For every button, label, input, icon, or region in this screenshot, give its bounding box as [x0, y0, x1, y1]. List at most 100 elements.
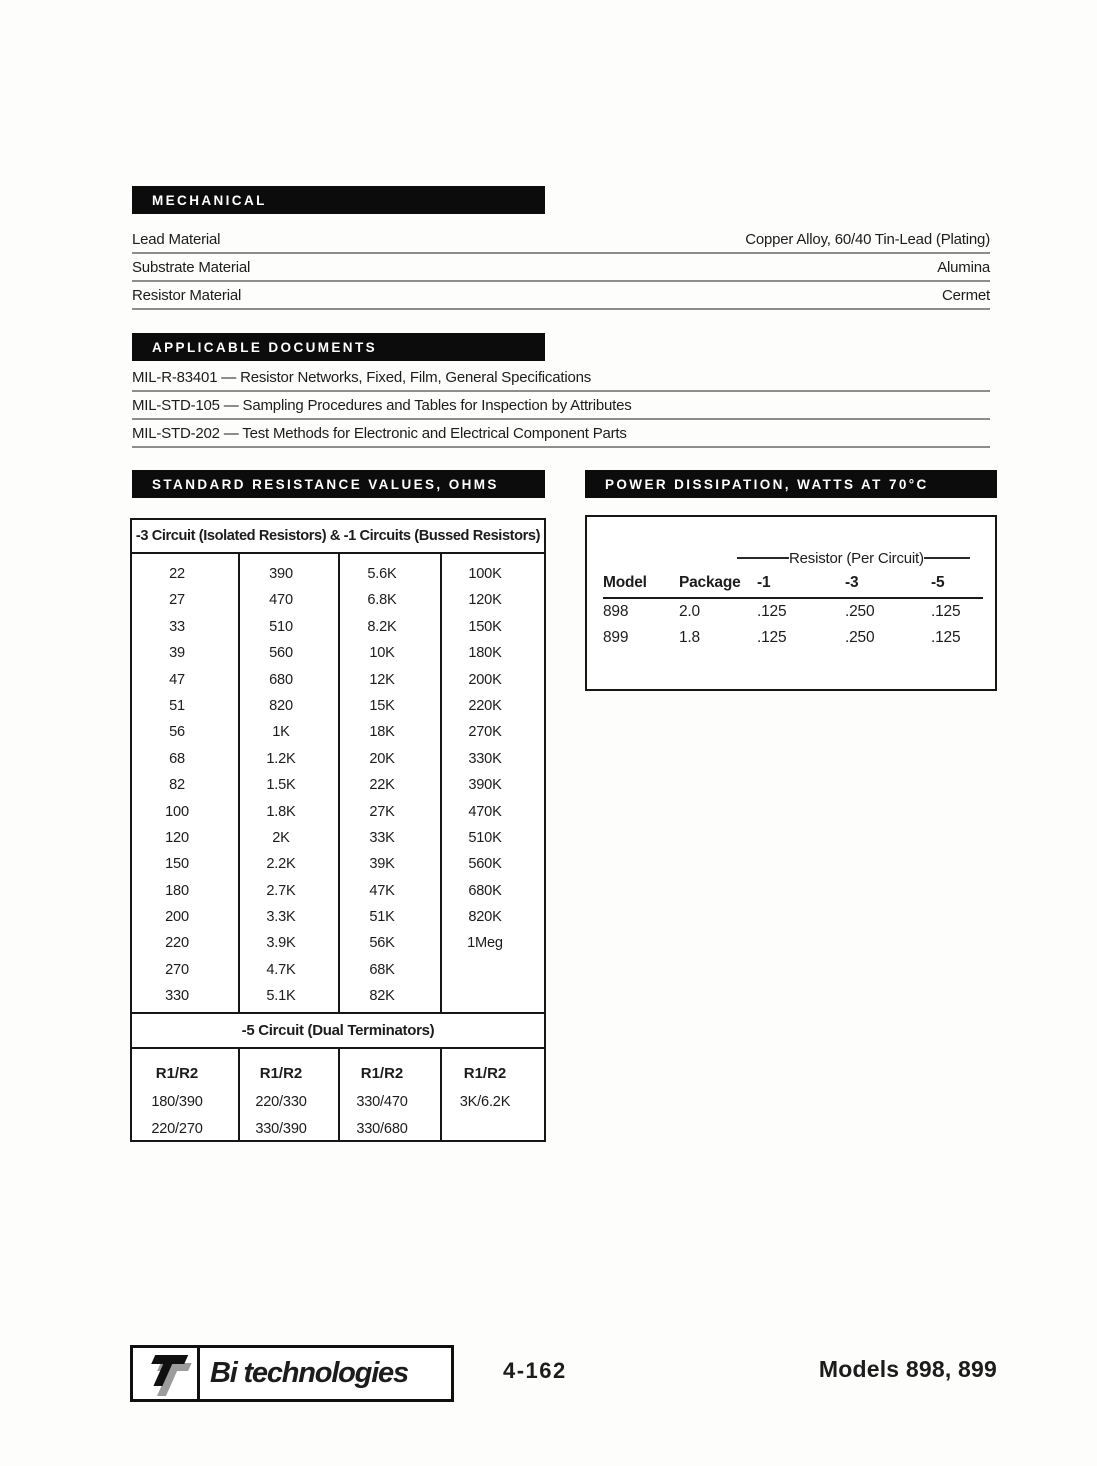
dual-terminator-column-3: R1/R2 330/470 330/680	[340, 1049, 442, 1142]
resistance-value: 5.6K	[367, 566, 397, 582]
resistance-value: 100	[165, 803, 189, 820]
resistance-value: 270	[165, 961, 189, 978]
spec-value: Alumina	[937, 258, 990, 276]
resistance-value: 820K	[468, 909, 502, 926]
resistance-column-4: 100K 120K 150K 180K 200K 220K 270K 330K 390K 470K…	[442, 554, 544, 1012]
spec-row-resistor-material: Resistor Material Cermet	[132, 282, 990, 310]
applicable-documents-list: MIL-R-83401 — Resistor Networks, Fixed, …	[132, 364, 990, 448]
resistance-value: 1.5K	[266, 777, 296, 794]
power-table-header-row: Model Package -1 -3 -5	[603, 569, 983, 599]
dual-terminator-value: 330/470	[356, 1094, 408, 1110]
document-row: MIL-STD-202 — Test Methods for Electroni…	[132, 420, 990, 448]
resistance-value: 82	[169, 777, 185, 794]
resistance-column-3: 5.6K 6.8K 8.2K 10K 12K 15K 18K 20K 22K 27K 33K 39K 4…	[340, 554, 442, 1012]
resistance-value: 47	[169, 671, 185, 688]
resistance-value: 220K	[468, 697, 502, 714]
resistance-value: 680	[269, 671, 293, 688]
watts-cell: .125	[931, 629, 961, 646]
resistance-value: 68	[169, 750, 185, 767]
resistance-value: 6.8K	[367, 592, 397, 609]
resistance-value: 470	[269, 592, 293, 609]
mechanical-section-header: MECHANICAL	[132, 186, 545, 214]
resistance-value: 120	[165, 829, 189, 846]
resistance-value: 3.3K	[266, 909, 296, 926]
spec-label: Resistor Material	[132, 286, 242, 304]
dual-terminator-column-4: R1/R2 3K/6.2K	[442, 1049, 544, 1142]
spec-label: Substrate Material	[132, 258, 251, 276]
col-header-model: Model	[603, 574, 647, 591]
model-cell: 898	[603, 603, 629, 620]
resistance-value: 470K	[468, 803, 502, 820]
bi-technologies-logo: Bi technologies	[130, 1345, 454, 1402]
spec-value: Cermet	[942, 286, 990, 304]
resistance-value: 3.9K	[266, 935, 296, 952]
dual-terminator-column-1: R1/R2 180/390 220/270	[132, 1049, 240, 1142]
spec-row-lead-material: Lead Material Copper Alloy, 60/40 Tin-Le…	[132, 226, 990, 254]
power-dissipation-table: Resistor (Per Circuit) Model Package -1 …	[585, 515, 997, 691]
resistance-value: 4.7K	[266, 961, 296, 978]
resistance-value: 560K	[468, 856, 502, 873]
dual-terminator-value: 3K/6.2K	[459, 1094, 511, 1110]
watts-cell: .125	[757, 603, 787, 620]
model-cell: 899	[603, 629, 629, 646]
col-header-1: -1	[757, 574, 771, 591]
resistance-value	[442, 983, 544, 1009]
resistance-value: 180	[165, 882, 189, 899]
resistance-value: 18K	[369, 724, 395, 741]
resistance-value-grid: 22 27 33 39 47 51 56 68 82 100 120 150 180 200 220 270 3…	[132, 554, 544, 1012]
col-header-package: Package	[679, 574, 741, 591]
spec-value: Copper Alloy, 60/40 Tin-Lead (Plating)	[745, 230, 990, 248]
dual-terminator-value: 220/270	[151, 1120, 203, 1137]
col-header-5: -5	[931, 574, 945, 591]
resistance-value: 390	[269, 566, 293, 582]
mechanical-spec-list: Lead Material Copper Alloy, 60/40 Tin-Le…	[132, 226, 990, 310]
resistance-value: 150K	[468, 618, 502, 635]
resistance-value: 20K	[369, 750, 395, 767]
package-cell: 1.8	[679, 629, 700, 646]
power-table-row-898: 898 2.0 .125 .250 .125	[603, 599, 983, 625]
logo-wordmark: Bi technologies	[210, 1357, 409, 1389]
tt-monogram-icon	[133, 1348, 200, 1399]
dual-terminator-value	[442, 1116, 544, 1143]
resistance-value: 27K	[369, 803, 395, 820]
resistance-value: 8.2K	[367, 618, 397, 635]
resistance-value: 560	[269, 645, 293, 662]
resistance-value: 27	[169, 592, 185, 609]
resistance-value: 680K	[468, 882, 502, 899]
power-table-row-899: 899 1.8 .125 .250 .125	[603, 625, 983, 651]
resistance-value: 51	[169, 697, 185, 714]
dual-terminator-column-2: R1/R2 220/330 330/390	[240, 1049, 340, 1142]
resistance-value: 150	[165, 856, 189, 873]
resistance-value: 39K	[369, 856, 395, 873]
power-dissipation-section-header: POWER DISSIPATION, WATTS AT 70°C	[585, 470, 997, 498]
resistance-value: 51K	[369, 909, 395, 926]
dual-terminator-column-header: R1/R2	[259, 1065, 303, 1082]
resistance-value: 200K	[468, 671, 502, 688]
applicable-documents-section-header: APPLICABLE DOCUMENTS	[132, 333, 545, 361]
resistance-value: 33K	[369, 829, 395, 846]
dash-rule	[923, 557, 970, 559]
resistance-value: 82K	[369, 988, 395, 1005]
spec-row-substrate-material: Substrate Material Alumina	[132, 254, 990, 282]
group-header-label: Resistor (Per Circuit)	[789, 549, 924, 567]
resistance-value: 5.1K	[266, 988, 296, 1005]
dual-terminator-header: -5 Circuit (Dual Terminators)	[132, 1012, 544, 1049]
resistance-value: 10K	[369, 645, 395, 662]
resistance-value: 12K	[369, 671, 395, 688]
resistance-value: 2K	[272, 829, 290, 846]
resistance-value: 2.2K	[266, 856, 296, 873]
resistance-value: 330	[165, 988, 189, 1005]
resistor-per-circuit-group-header: Resistor (Per Circuit)	[737, 547, 983, 569]
models-label: Models 898, 899	[818, 1356, 997, 1382]
resistance-value: 22K	[369, 777, 395, 794]
resistance-value: 68K	[369, 961, 395, 978]
resistance-value: 39	[169, 645, 185, 662]
resistance-value: 1Meg	[467, 935, 503, 952]
resistance-value: 180K	[468, 645, 502, 662]
resistance-value: 47K	[369, 882, 395, 899]
resistance-value: 510	[269, 618, 293, 635]
resistance-value: 1.2K	[266, 750, 296, 767]
resistance-value: 22	[169, 566, 185, 582]
resistance-value: 220	[165, 935, 189, 952]
